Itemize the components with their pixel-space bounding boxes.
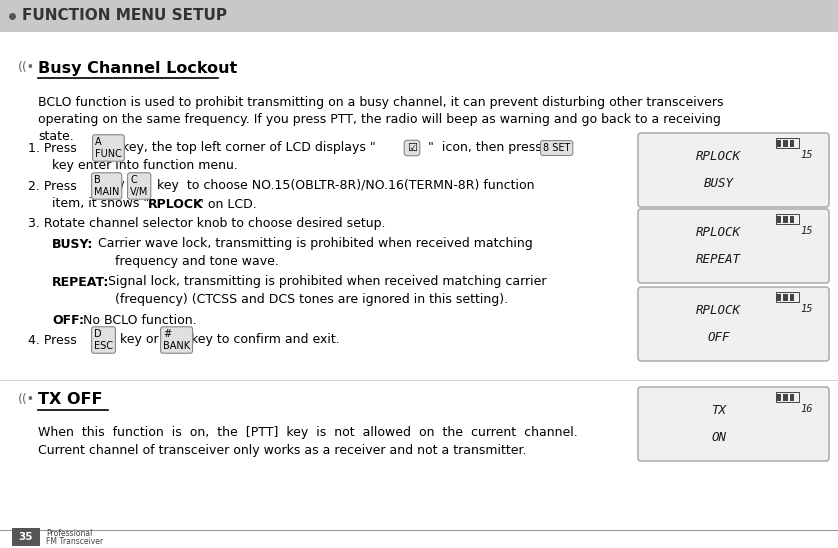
Text: RPLOCK: RPLOCK (696, 150, 741, 163)
Text: key  to choose NO.15(OBLTR-8R)/NO.16(TERMN-8R) function: key to choose NO.15(OBLTR-8R)/NO.16(TERM… (157, 180, 535, 192)
FancyBboxPatch shape (12, 528, 40, 546)
Text: key to confirm and exit.: key to confirm and exit. (191, 334, 339, 346)
Text: OFF: OFF (707, 331, 730, 344)
Text: key or: key or (120, 334, 158, 346)
Text: 15: 15 (800, 150, 813, 160)
Text: B
MAIN: B MAIN (94, 175, 119, 197)
FancyBboxPatch shape (777, 140, 782, 146)
Text: 2. Press: 2. Press (28, 180, 77, 192)
Text: ☑: ☑ (407, 143, 417, 153)
Text: ON: ON (711, 431, 727, 444)
Text: 35: 35 (18, 532, 34, 542)
Text: FUNCTION MENU SETUP: FUNCTION MENU SETUP (22, 9, 227, 24)
Text: D
ESC: D ESC (94, 329, 113, 351)
Text: 1. Press: 1. Press (28, 141, 77, 155)
Text: 15: 15 (800, 304, 813, 314)
Text: ((•: ((• (18, 393, 35, 407)
FancyBboxPatch shape (789, 294, 794, 300)
FancyBboxPatch shape (784, 294, 788, 300)
Text: C
V/M: C V/M (130, 175, 148, 197)
Text: No BCLO function.: No BCLO function. (83, 313, 197, 327)
Text: FM Transceiver: FM Transceiver (46, 538, 103, 546)
Text: Signal lock, transmitting is prohibited when received matching carrier: Signal lock, transmitting is prohibited … (108, 276, 546, 288)
Text: TX OFF: TX OFF (38, 392, 102, 408)
Text: OFF:: OFF: (52, 313, 84, 327)
Text: Current channel of transceiver only works as a receiver and not a transmitter.: Current channel of transceiver only work… (38, 444, 526, 457)
FancyBboxPatch shape (638, 287, 829, 361)
Text: RPLOCK: RPLOCK (696, 226, 741, 239)
FancyBboxPatch shape (789, 216, 794, 222)
Text: operating on the same frequency. If you press PTT, the radio will beep as warnin: operating on the same frequency. If you … (38, 113, 721, 126)
Text: frequency and tone wave.: frequency and tone wave. (115, 254, 279, 267)
Text: BCLO function is used to prohibit transmitting on a busy channel, it can prevent: BCLO function is used to prohibit transm… (38, 96, 723, 109)
FancyBboxPatch shape (789, 393, 794, 401)
Text: "  icon, then press: " icon, then press (428, 141, 541, 155)
FancyBboxPatch shape (784, 140, 788, 146)
FancyBboxPatch shape (777, 294, 782, 300)
Text: /: / (120, 180, 124, 192)
Text: (frequency) (CTCSS and DCS tones are ignored in this setting).: (frequency) (CTCSS and DCS tones are ign… (115, 293, 508, 305)
Text: A
FUNC: A FUNC (95, 137, 122, 159)
Text: 3. Rotate channel selector knob to choose desired setup.: 3. Rotate channel selector knob to choos… (28, 218, 385, 231)
Text: key, the top left corner of LCD displays ": key, the top left corner of LCD displays… (122, 141, 375, 155)
Text: Professional: Professional (46, 529, 92, 539)
Text: " on LCD.: " on LCD. (198, 197, 256, 210)
FancyBboxPatch shape (789, 140, 794, 146)
FancyBboxPatch shape (0, 0, 838, 32)
Text: REPEAT:: REPEAT: (52, 276, 110, 288)
FancyBboxPatch shape (638, 133, 829, 207)
Text: 16: 16 (800, 404, 813, 414)
FancyBboxPatch shape (784, 216, 788, 222)
Text: BUSY:: BUSY: (52, 237, 93, 250)
Text: REPEAT: REPEAT (696, 253, 741, 266)
Text: Carrier wave lock, transmitting is prohibited when received matching: Carrier wave lock, transmitting is prohi… (98, 237, 533, 250)
Text: Busy Channel Lockout: Busy Channel Lockout (38, 60, 237, 76)
FancyBboxPatch shape (777, 216, 782, 222)
Text: state.: state. (38, 130, 74, 143)
FancyBboxPatch shape (777, 393, 782, 401)
Text: ((•: ((• (18, 61, 35, 75)
Text: 15: 15 (800, 226, 813, 236)
Text: BUSY: BUSY (704, 177, 734, 190)
Text: TX: TX (711, 404, 727, 417)
FancyBboxPatch shape (784, 393, 788, 401)
FancyBboxPatch shape (638, 387, 829, 461)
Text: 4. Press: 4. Press (28, 334, 77, 346)
FancyBboxPatch shape (638, 209, 829, 283)
Text: #
BANK: # BANK (163, 329, 190, 351)
Text: RPLOCK: RPLOCK (696, 304, 741, 317)
Text: RPLOCK: RPLOCK (148, 197, 204, 210)
Text: key enter into function menu.: key enter into function menu. (52, 159, 238, 173)
Text: When  this  function  is  on,  the  [PTT]  key  is  not  allowed  on  the  curre: When this function is on, the [PTT] key … (38, 426, 577, 439)
Text: 8 SET: 8 SET (543, 143, 571, 153)
Text: item, it shows ": item, it shows " (52, 197, 149, 210)
